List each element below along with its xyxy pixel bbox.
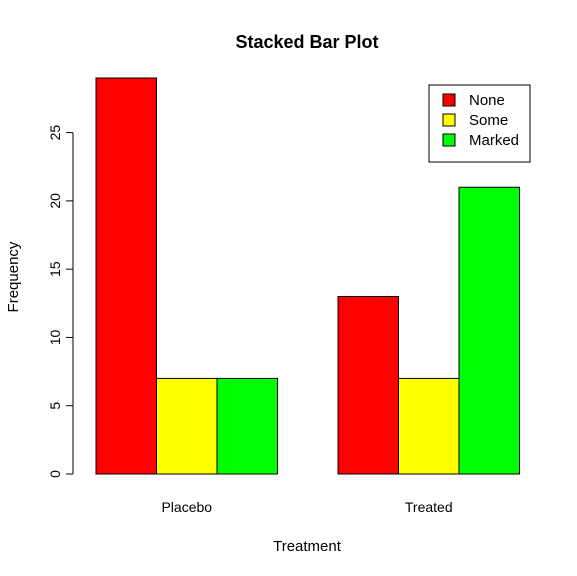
legend-swatch-marked <box>442 133 456 147</box>
x-tick-label-treated: Treated <box>405 499 453 515</box>
x-tick-label-placebo: Placebo <box>161 499 212 515</box>
legend: None Some Marked <box>428 84 531 163</box>
y-tick-label-0: 0 <box>47 470 63 478</box>
bar-placebo-marked <box>216 377 278 475</box>
legend-label-some: Some <box>469 112 508 129</box>
legend-label-marked: Marked <box>469 132 519 149</box>
bar-placebo-some <box>156 377 218 475</box>
y-tick-label-10: 10 <box>47 329 63 345</box>
y-tick-label-5: 5 <box>47 402 63 410</box>
y-tick-label-20: 20 <box>47 193 63 209</box>
bar-placebo-none <box>95 77 157 475</box>
bar-treated-marked <box>458 186 520 475</box>
y-tick-label-15: 15 <box>47 261 63 277</box>
y-axis-label: Frequency <box>5 241 22 312</box>
legend-swatch-none <box>442 93 456 107</box>
bars-group <box>95 77 520 475</box>
bar-treated-some <box>398 377 460 475</box>
chart-title: Stacked Bar Plot <box>235 32 378 52</box>
y-axis: 0 5 10 15 20 25 <box>47 125 74 478</box>
legend-label-none: None <box>469 92 505 109</box>
y-tick-label-25: 25 <box>47 125 63 141</box>
bar-treated-none <box>337 295 399 475</box>
legend-swatch-some <box>442 113 456 127</box>
x-axis-label: Treatment <box>273 538 342 555</box>
x-axis-tick-labels: Placebo Treated <box>161 499 452 515</box>
